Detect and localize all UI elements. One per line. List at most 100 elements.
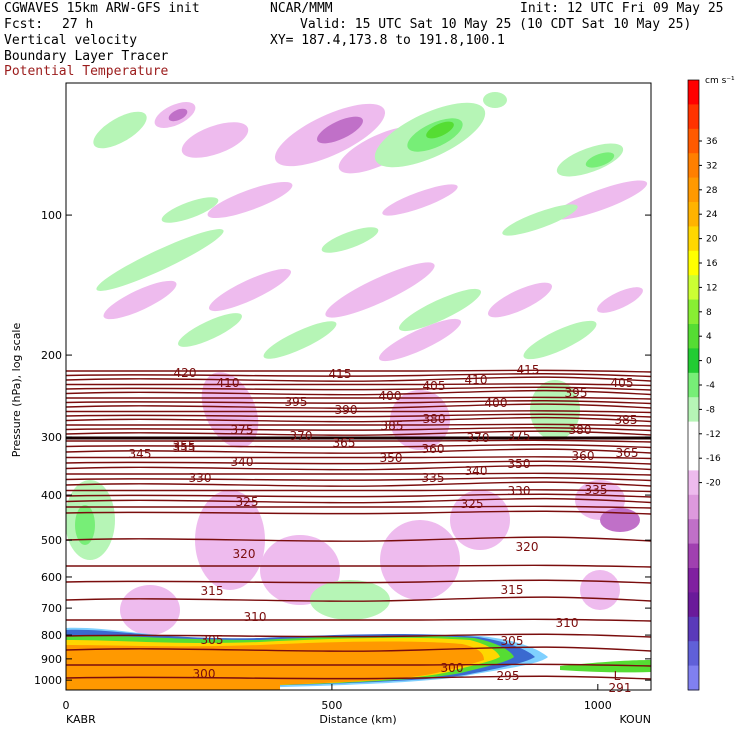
theta-label: 315 (201, 584, 224, 598)
x-end-label-right: KOUN (619, 713, 651, 726)
theta-label: 345 (129, 447, 152, 461)
y-tick-label: 700 (41, 602, 62, 615)
colorbar-unit: cm s⁻¹ (705, 76, 735, 86)
colorbar-swatch (688, 153, 699, 179)
velocity-contour (75, 505, 95, 545)
theta-contour-line (66, 646, 651, 652)
theta-label: 385 (615, 413, 638, 427)
theta-label: 335 (585, 483, 608, 497)
colorbar-tick-label: 24 (706, 210, 718, 220)
colorbar-swatch (688, 543, 699, 569)
velocity-contour (263, 321, 337, 359)
model-title: CGWAVES 15km ARW-GFS init (4, 1, 200, 16)
bl-tracer-west (66, 666, 280, 690)
colorbar-tick-label: -12 (706, 430, 721, 440)
velocity-contour (502, 204, 578, 236)
theta-contour-line (66, 400, 651, 405)
theta-label: 390 (335, 403, 358, 417)
velocity-contour (120, 585, 180, 635)
colorbar-tick-label: -20 (706, 479, 721, 489)
theta-contour-line (66, 663, 651, 667)
velocity-contour (600, 508, 640, 532)
theta-contour-line (66, 493, 651, 498)
theta-label: 335 (422, 471, 445, 485)
theta-contour-line (66, 386, 651, 391)
theta-label: 365 (616, 446, 639, 460)
theta-label: 410 (465, 373, 488, 387)
colorbar-swatch (688, 348, 699, 374)
theta-contour-line (66, 448, 651, 454)
theta-label: 320 (233, 547, 256, 561)
theta-label: 300 (441, 661, 464, 675)
velocity-contour (93, 111, 147, 149)
colorbar-swatch (688, 177, 699, 203)
colorbar-swatch (688, 568, 699, 593)
theta-contour-line (66, 403, 651, 409)
y-tick-label: 300 (41, 431, 62, 444)
theta-label: 410 (217, 376, 240, 390)
colorbar-tick-label: 4 (706, 332, 712, 342)
velocity-contour (96, 229, 224, 291)
colorbar: 36 32 28 24 20 16 12 8 4 0 -4 -8 -12 -16 -20 (687, 79, 721, 691)
init-time: Init: 12 UTC Fri 09 May 25 (520, 1, 724, 16)
velocity-contour (161, 197, 219, 223)
velocity-contour (208, 268, 292, 312)
theta-contour-line (66, 579, 651, 584)
y-tick-label: 600 (41, 571, 62, 584)
velocity-contour (552, 180, 648, 220)
theta-label: 370 (467, 431, 490, 445)
cross-section-endpoints: XY= 187.4,173.8 to 191.8,100.1 (270, 33, 505, 48)
theta-contour-line (66, 536, 651, 542)
y-tick-label: 900 (41, 653, 62, 666)
colorbar-swatch (688, 250, 699, 276)
theta-label: 360 (572, 449, 595, 463)
theta-label: 375 (231, 423, 254, 437)
colorbar-swatch (688, 299, 699, 325)
velocity-contour (317, 116, 363, 144)
velocity-contour (450, 490, 510, 550)
field-potential-temperature: Potential Temperature (4, 64, 169, 79)
x-tick-label: 1000 (584, 699, 612, 712)
velocity-contour (207, 181, 293, 219)
colorbar-swatch (688, 616, 699, 642)
theta-label: L (614, 669, 621, 683)
theta-label: 395 (565, 386, 588, 400)
colorbar-swatch (688, 421, 699, 447)
theta-contour-line (66, 481, 651, 487)
theta-label: 365 (333, 436, 356, 450)
theta-label: 355 (173, 439, 196, 453)
theta-contour-line (66, 456, 651, 460)
field-boundary-layer-tracer: Boundary Layer Tracer (4, 49, 169, 64)
theta-contour-line (66, 618, 651, 622)
x-tick-label: 0 (63, 699, 70, 712)
theta-label: 375 (508, 429, 531, 443)
theta-contour-line (66, 427, 651, 432)
velocity-contour (580, 570, 620, 610)
center-label: NCAR/MMM (270, 1, 333, 16)
y-tick-label: 400 (41, 489, 62, 502)
colorbar-tick-label: 20 (706, 235, 718, 245)
theta-contour-line (66, 430, 651, 436)
theta-contour-line (66, 376, 651, 382)
theta-label: 315 (501, 583, 524, 597)
theta-contour-labels: 420 410 415 405 410 415 400 405 395 390 400 395 385 3… (129, 363, 639, 695)
colorbar-tick-label: -8 (706, 405, 715, 415)
theta-label: 380 (569, 423, 592, 437)
theta-label: 370 (290, 429, 313, 443)
colorbar-tick-label: -4 (706, 381, 715, 391)
colorbar-swatch (688, 128, 699, 154)
colorbar-swatch (688, 519, 699, 545)
theta-contour-line (66, 413, 651, 418)
velocity-contour (597, 287, 643, 313)
theta-label: 360 (422, 442, 445, 456)
theta-label: 395 (285, 395, 308, 409)
colorbar-swatch (688, 397, 699, 423)
colorbar-tick-label: 12 (706, 283, 717, 293)
y-tick-label: 200 (41, 349, 62, 362)
x-axis-label: Distance (km) (319, 713, 396, 726)
x-tick-label: 500 (321, 699, 342, 712)
theta-contour-line (66, 564, 651, 568)
theta-label: 385 (381, 419, 404, 433)
colorbar-swatch (688, 324, 699, 349)
theta-contour-line (66, 444, 651, 449)
